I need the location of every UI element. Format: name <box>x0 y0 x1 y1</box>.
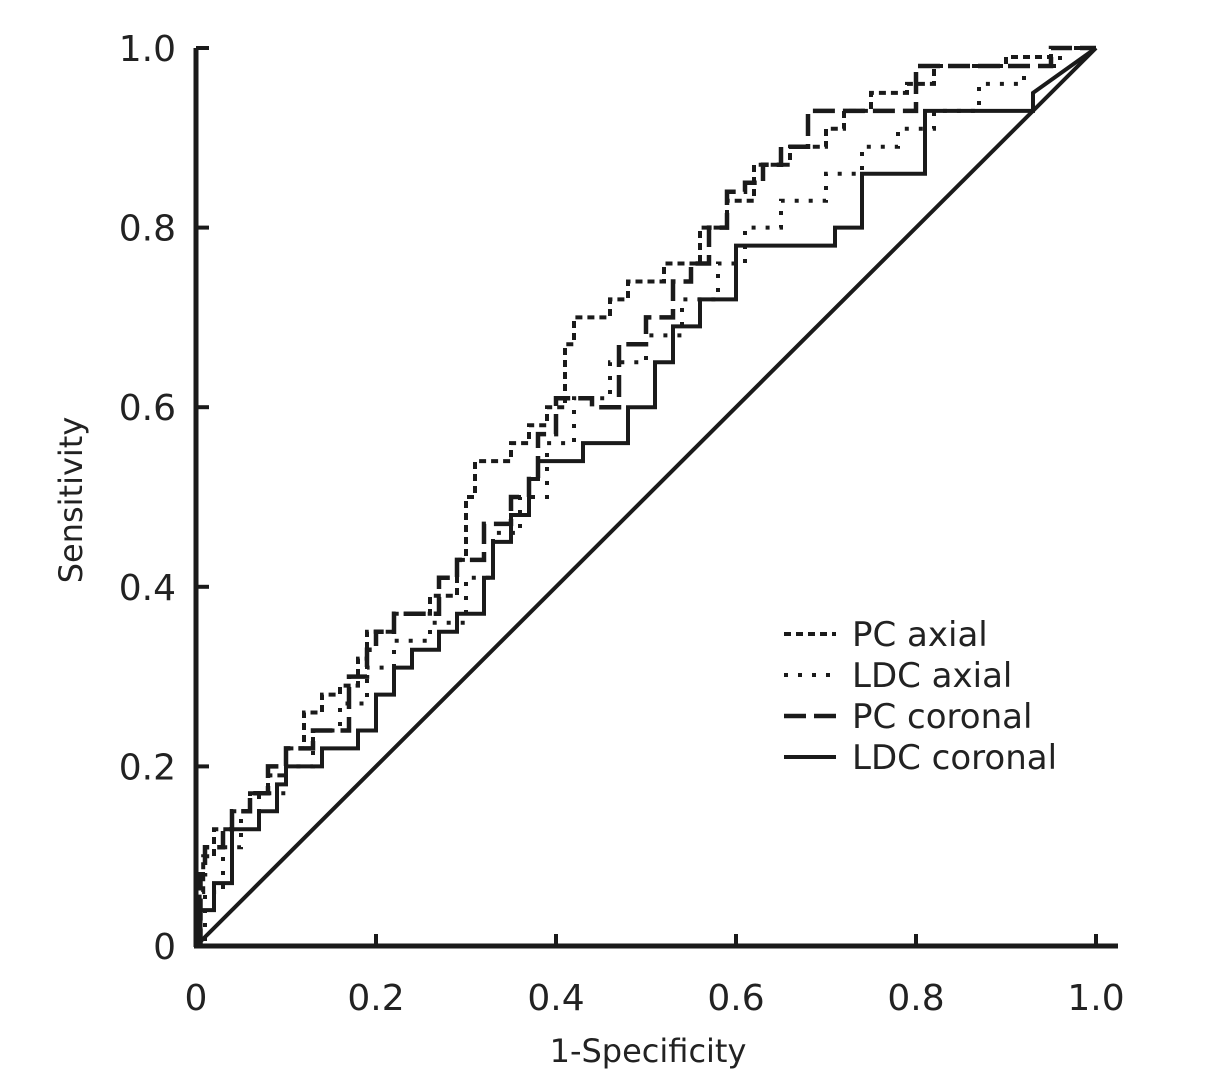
x-tick-label: 0.2 <box>347 978 404 1019</box>
x-tick-label: 0 <box>185 978 208 1019</box>
y-axis-ticks: 0 0.2 0.4 0.6 0.8 1.0 <box>119 29 209 968</box>
y-axis-title: Sensitivity <box>52 417 90 584</box>
y-tick-label: 0.6 <box>119 388 176 429</box>
roc-series-line <box>196 46 1098 948</box>
reference-diagonal <box>194 46 1098 948</box>
y-tick-label: 0.4 <box>119 568 176 609</box>
y-tick-label: 1.0 <box>119 29 176 70</box>
y-tick-label: 0.8 <box>119 209 176 250</box>
x-tick-label: 0.6 <box>707 978 764 1019</box>
x-axis-ticks: 0 0.2 0.4 0.6 0.8 1.0 <box>185 934 1125 1019</box>
legend-label: PC coronal <box>852 697 1032 737</box>
x-axis-title: 1-Specificity <box>550 1032 747 1070</box>
legend-label: LDC axial <box>852 656 1012 696</box>
y-tick-label: 0.2 <box>119 747 176 788</box>
plot-area <box>194 45 1098 949</box>
legend-label: LDC coronal <box>852 738 1057 778</box>
legend-label: PC axial <box>852 615 988 655</box>
roc-series-line <box>196 46 1096 948</box>
x-tick-label: 0.4 <box>527 978 584 1019</box>
x-tick-label: 1.0 <box>1067 978 1124 1019</box>
y-tick-label: 0 <box>153 927 176 968</box>
x-tick-label: 0.8 <box>887 978 944 1019</box>
